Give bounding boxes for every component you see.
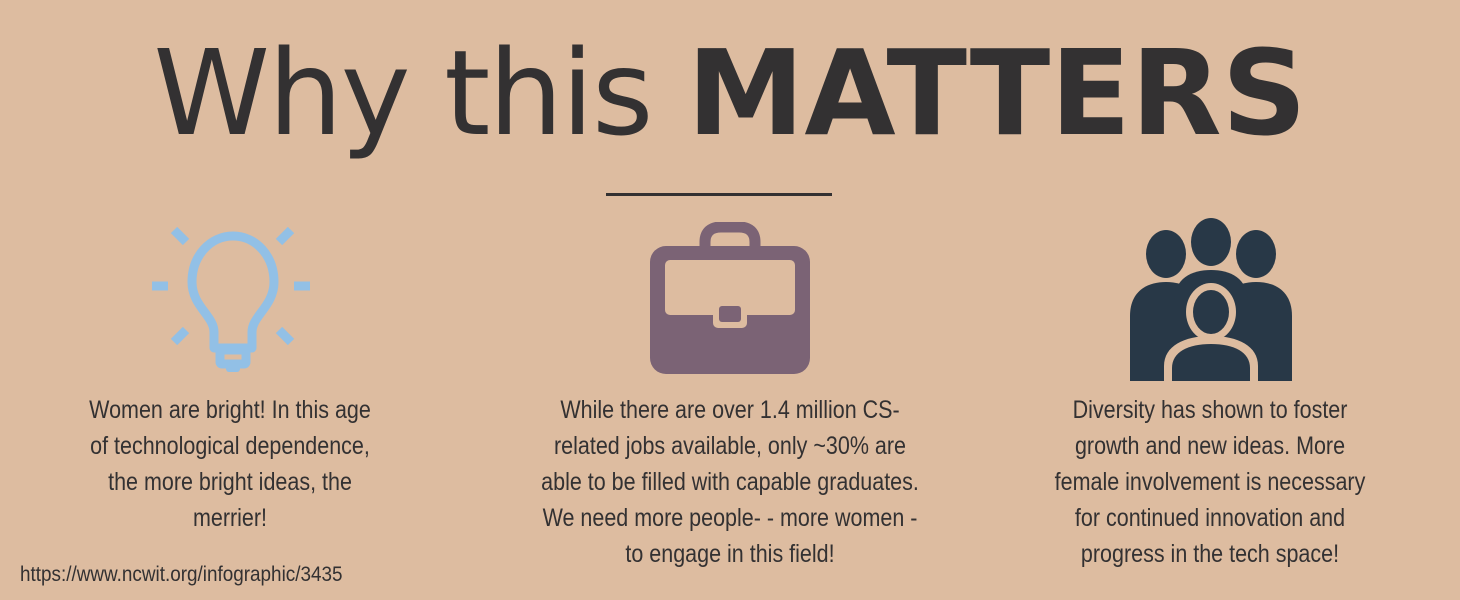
column-middle-line: able to be filled with capable graduates… — [541, 468, 919, 496]
column-left-line: merrier! — [192, 504, 268, 532]
column-middle-text: While there are over 1.4 million CS- rel… — [506, 392, 953, 572]
column-left-line: of technological dependence, — [90, 432, 370, 460]
title-light-part: Why this — [153, 24, 687, 162]
column-right-line: female involvement is necessary — [1054, 468, 1366, 496]
column-left-text: Women are bright! In this age of technol… — [49, 392, 410, 536]
column-middle-line: While there are over 1.4 million CS- — [560, 396, 900, 424]
column-middle-line: to engage in this field! — [625, 540, 835, 568]
briefcase-icon — [650, 222, 810, 374]
column-middle-line: related jobs available, only ~30% are — [553, 432, 906, 460]
people-group-icon — [1130, 218, 1292, 381]
column-left-line: Women are bright! In this age — [89, 396, 371, 424]
source-link[interactable]: https://www.ncwit.org/infographic/3435 — [20, 563, 343, 586]
lightbulb-icon — [152, 226, 310, 372]
column-right-line: for continued innovation and — [1074, 504, 1346, 532]
title-divider — [606, 193, 832, 196]
page-title: Why this MATTERS — [0, 18, 1460, 168]
column-left-line: the more bright ideas, the — [108, 468, 352, 496]
column-right-line: progress in the tech space! — [1080, 540, 1340, 568]
column-right-line: growth and new ideas. More — [1074, 432, 1346, 460]
title-bold-part: MATTERS — [686, 24, 1307, 162]
column-right-text: Diversity has shown to foster growth and… — [1017, 392, 1404, 572]
column-middle-line: We need more people- - more women - — [542, 504, 918, 532]
column-right-line: Diversity has shown to foster — [1072, 396, 1348, 424]
